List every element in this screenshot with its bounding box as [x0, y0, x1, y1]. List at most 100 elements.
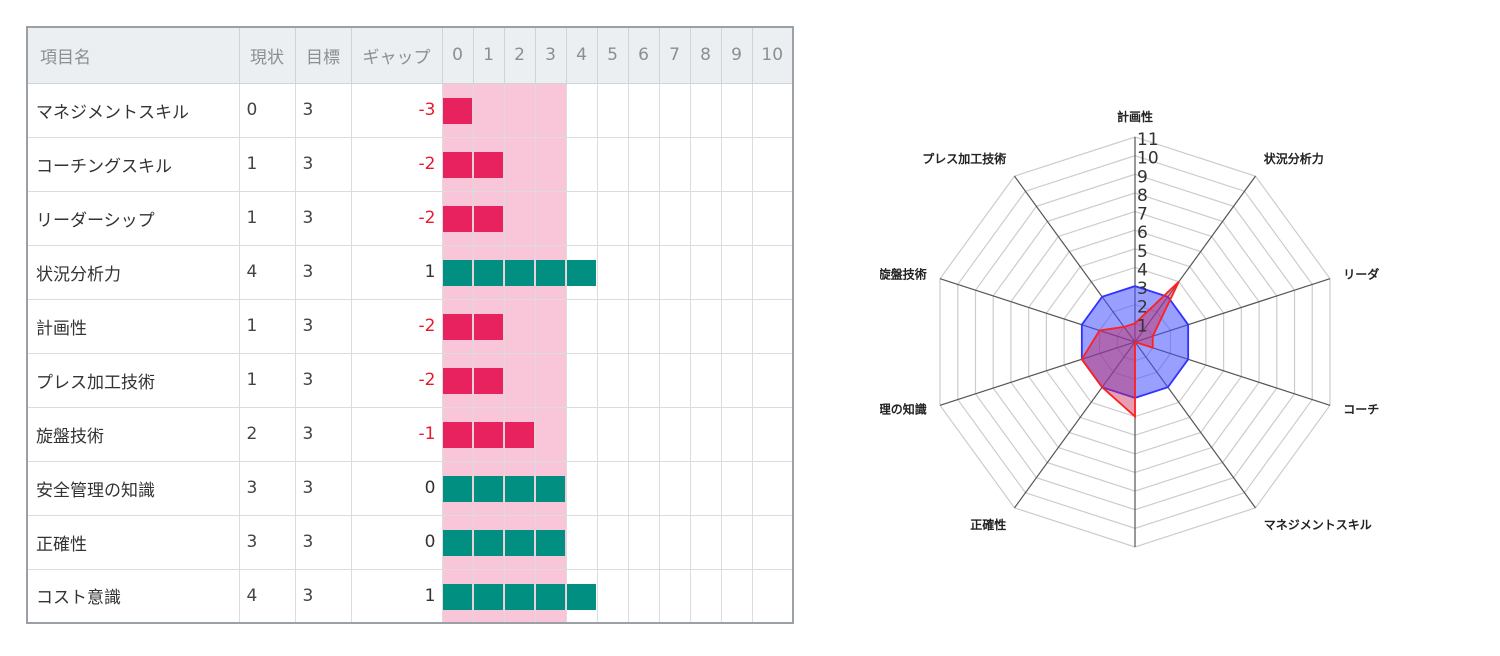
row-scale-cell-8	[689, 406, 722, 462]
header-scale-0: 0	[441, 26, 474, 84]
row-scale-cell-4	[565, 136, 598, 192]
header-target: 目標	[294, 26, 352, 84]
row-current-value: 1	[238, 298, 296, 354]
row-scale-cell-10	[751, 82, 794, 138]
row-scale-cell-4	[565, 352, 598, 408]
header-scale-6: 6	[627, 26, 660, 84]
row-gap-value: 1	[350, 244, 443, 300]
row-scale-cell-5	[596, 136, 629, 192]
row-scale-cell-7	[658, 352, 691, 408]
row-scale-cell-0	[441, 82, 474, 138]
row-target-value: 3	[294, 298, 352, 354]
radar-category-label: 計画性	[1117, 110, 1153, 124]
level-bar-segment	[504, 583, 534, 610]
row-gap-value: -3	[350, 82, 443, 138]
row-scale-cell-5	[596, 460, 629, 516]
row-scale-cell-10	[751, 406, 794, 462]
row-scale-cell-0	[441, 190, 474, 246]
row-scale-cell-7	[658, 406, 691, 462]
row-scale-cell-2	[503, 352, 536, 408]
row-scale-cell-5	[596, 82, 629, 138]
row-scale-cell-5	[596, 244, 629, 300]
level-bar-segment	[535, 475, 565, 502]
row-scale-cell-1	[472, 82, 505, 138]
row-scale-cell-5	[596, 298, 629, 354]
row-scale-cell-10	[751, 190, 794, 246]
header-scale-10: 10	[751, 26, 794, 84]
row-target-value: 3	[294, 352, 352, 408]
row-scale-cell-9	[720, 568, 753, 624]
row-scale-cell-9	[720, 514, 753, 570]
row-scale-cell-6	[627, 298, 660, 354]
radar-category-label: マネジメントスキル	[1264, 518, 1372, 532]
level-bar-segment	[535, 529, 565, 556]
row-scale-cell-2	[503, 460, 536, 516]
row-scale-cell-5	[596, 406, 629, 462]
row-scale-cell-2	[503, 136, 536, 192]
radar-tick-label: 8	[1137, 186, 1148, 206]
skill-gap-table: 項目名 現状 目標 ギャップ 0 1 2 3 4 5 6 7 8 9 10 マネジメントスキル 0 3-…	[26, 26, 794, 624]
radar-series-1-polygon	[1080, 281, 1180, 419]
table-row: コスト意識 4 3 1	[26, 568, 794, 624]
row-item-name: 状況分析力	[26, 244, 240, 300]
row-scale-cell-1	[472, 244, 505, 300]
level-bar-segment	[566, 259, 596, 286]
row-scale-cell-10	[751, 244, 794, 300]
row-item-name: リーダーシップ	[26, 190, 240, 246]
radar-category-label: 安全管理の知識	[880, 402, 927, 417]
header-scale-5: 5	[596, 26, 629, 84]
row-scale-cell-2	[503, 568, 536, 624]
row-current-value: 3	[238, 514, 296, 570]
row-current-value: 1	[238, 352, 296, 408]
radar-tick-label: 2	[1137, 298, 1148, 318]
row-scale-cell-2	[503, 190, 536, 246]
row-scale-cell-10	[751, 352, 794, 408]
row-scale-cell-10	[751, 568, 794, 624]
radar-tick-label: 5	[1137, 242, 1148, 262]
row-scale-cell-9	[720, 298, 753, 354]
row-scale-cell-8	[689, 244, 722, 300]
table-header-row: 項目名 現状 目標 ギャップ 0 1 2 3 4 5 6 7 8 9 10	[26, 26, 794, 84]
level-bar-segment	[473, 367, 503, 394]
row-scale-cell-6	[627, 460, 660, 516]
row-scale-cell-3	[534, 568, 567, 624]
row-scale-cell-7	[658, 244, 691, 300]
level-bar-segment	[442, 583, 472, 610]
row-current-value: 3	[238, 460, 296, 516]
row-scale-cell-7	[658, 82, 691, 138]
row-scale-cell-5	[596, 568, 629, 624]
row-scale-cell-4	[565, 244, 598, 300]
row-gap-value: -2	[350, 190, 443, 246]
row-target-value: 3	[294, 514, 352, 570]
row-scale-cell-1	[472, 136, 505, 192]
row-scale-cell-0	[441, 568, 474, 624]
radar-category-label: プレス加工技術	[922, 151, 1006, 166]
row-scale-cell-10	[751, 298, 794, 354]
row-scale-cell-0	[441, 298, 474, 354]
level-bar-segment	[442, 151, 472, 178]
row-scale-cell-4	[565, 190, 598, 246]
row-scale-cell-7	[658, 298, 691, 354]
radar-category-label: コーチングスキル	[1343, 402, 1380, 417]
radar-tick-label: 4	[1137, 260, 1148, 280]
row-scale-cell-3	[534, 136, 567, 192]
row-scale-cell-2	[503, 298, 536, 354]
row-scale-cell-3	[534, 244, 567, 300]
row-scale-cell-4	[565, 568, 598, 624]
radar-tick-label: 6	[1137, 223, 1148, 243]
level-bar-segment	[504, 529, 534, 556]
header-scale-3: 3	[534, 26, 567, 84]
row-scale-cell-2	[503, 406, 536, 462]
row-gap-value: -2	[350, 136, 443, 192]
table-row: リーダーシップ 1 3 -2	[26, 190, 794, 246]
row-gap-value: 1	[350, 568, 443, 624]
level-bar-segment	[442, 259, 472, 286]
row-gap-value: 0	[350, 514, 443, 570]
row-scale-cell-1	[472, 460, 505, 516]
header-gap: ギャップ	[350, 26, 443, 84]
table-body: マネジメントスキル 0 3 -3 コーチングスキル 1 3 -2 リーダーシップ 1 3 -2 状況分析…	[26, 82, 794, 624]
header-scale-4: 4	[565, 26, 598, 84]
row-scale-cell-8	[689, 190, 722, 246]
row-scale-cell-5	[596, 514, 629, 570]
row-scale-cell-9	[720, 190, 753, 246]
